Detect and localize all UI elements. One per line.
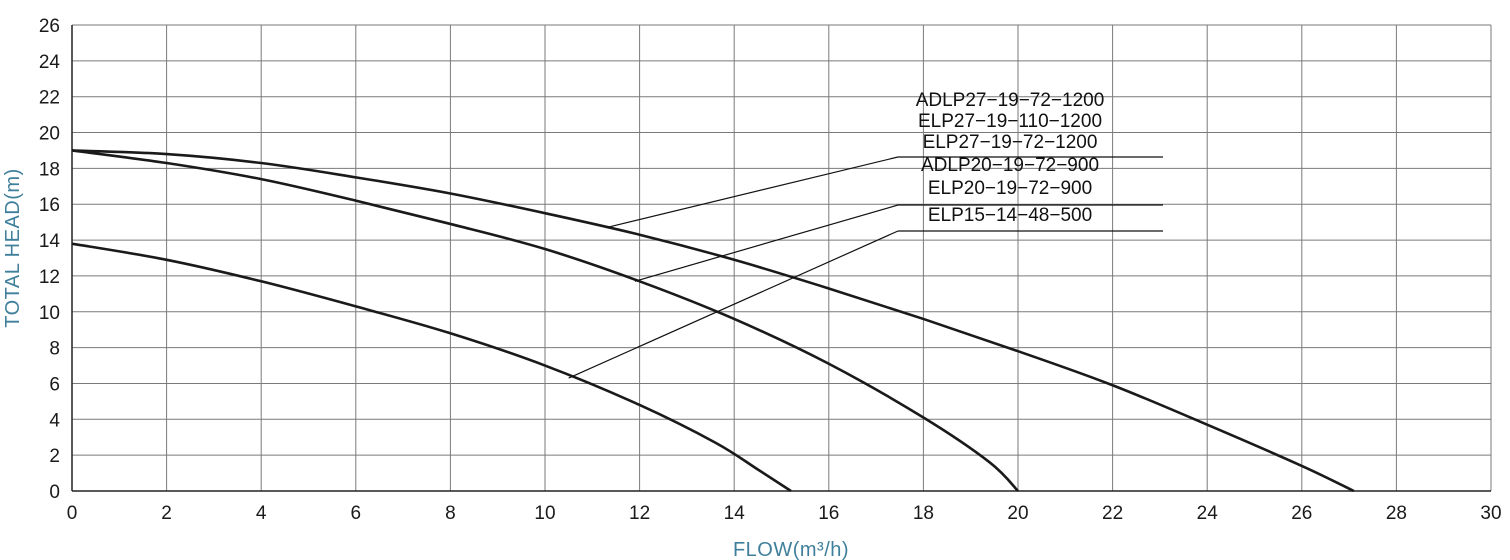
curve-labels: ADLP27−19−72−1200ELP27−19−110−1200ELP27−…	[916, 90, 1105, 226]
leader-lines	[568, 156, 1163, 379]
y-tick-label: 20	[39, 124, 60, 145]
x-tick-label: 2	[161, 503, 172, 524]
x-tick-label: 24	[1197, 503, 1219, 524]
y-tick-label: 0	[49, 482, 60, 503]
curve-label: ELP27−19−72−1200	[923, 132, 1098, 153]
tick-labels: 0 2 4 6 8 10 12 14 16 18 20 22 24 26 28 300246810121416…	[39, 16, 1502, 524]
curve-label: ADLP27−19−72−1200	[916, 90, 1105, 111]
x-tick-label: 22	[1102, 503, 1123, 524]
y-axis-title: TOTAL HEAD(m)	[2, 168, 24, 327]
y-tick-label: 22	[39, 88, 60, 109]
curve-label: ELP15−14−48−500	[928, 205, 1092, 226]
curve-group-2	[71, 149, 1019, 492]
y-tick-label: 4	[49, 410, 60, 431]
leader-line	[606, 156, 899, 229]
y-tick-label: 26	[39, 16, 60, 37]
x-tick-label: 12	[629, 503, 650, 524]
curve-group-1	[71, 149, 1355, 493]
curve-label: ELP20−19−72−900	[928, 178, 1092, 199]
x-tick-label: 8	[445, 503, 456, 524]
x-tick-label: 10	[534, 503, 555, 524]
curve-label: ELP27−19−110−1200	[918, 111, 1102, 132]
x-tick-label: 4	[256, 503, 267, 524]
y-tick-label: 8	[49, 339, 60, 360]
y-tick-label: 2	[49, 446, 60, 467]
y-tick-label: 14	[39, 231, 61, 252]
x-tick-label: 0	[67, 503, 78, 524]
curves	[71, 149, 1355, 493]
x-tick-label: 16	[818, 503, 839, 524]
leader-line	[568, 230, 899, 379]
grid-lines	[71, 24, 1492, 492]
y-tick-label: 24	[39, 52, 61, 73]
y-tick-label: 18	[39, 159, 60, 180]
x-tick-label: 26	[1291, 503, 1312, 524]
x-tick-label: 20	[1007, 503, 1028, 524]
x-tick-label: 6	[351, 503, 362, 524]
x-tick-label: 30	[1480, 503, 1501, 524]
y-tick-label: 16	[39, 195, 60, 216]
curve-group-3	[71, 242, 792, 493]
leader-line	[634, 204, 899, 282]
x-tick-label: 18	[913, 503, 934, 524]
y-tick-label: 10	[39, 303, 60, 324]
x-tick-label: 28	[1386, 503, 1407, 524]
y-tick-label: 12	[39, 267, 60, 288]
x-tick-label: 14	[724, 503, 746, 524]
y-tick-label: 6	[49, 374, 60, 395]
x-axis-title: FLOW(m³/h)	[733, 539, 849, 560]
curve-label: ADLP20−19−72−900	[921, 155, 1099, 176]
